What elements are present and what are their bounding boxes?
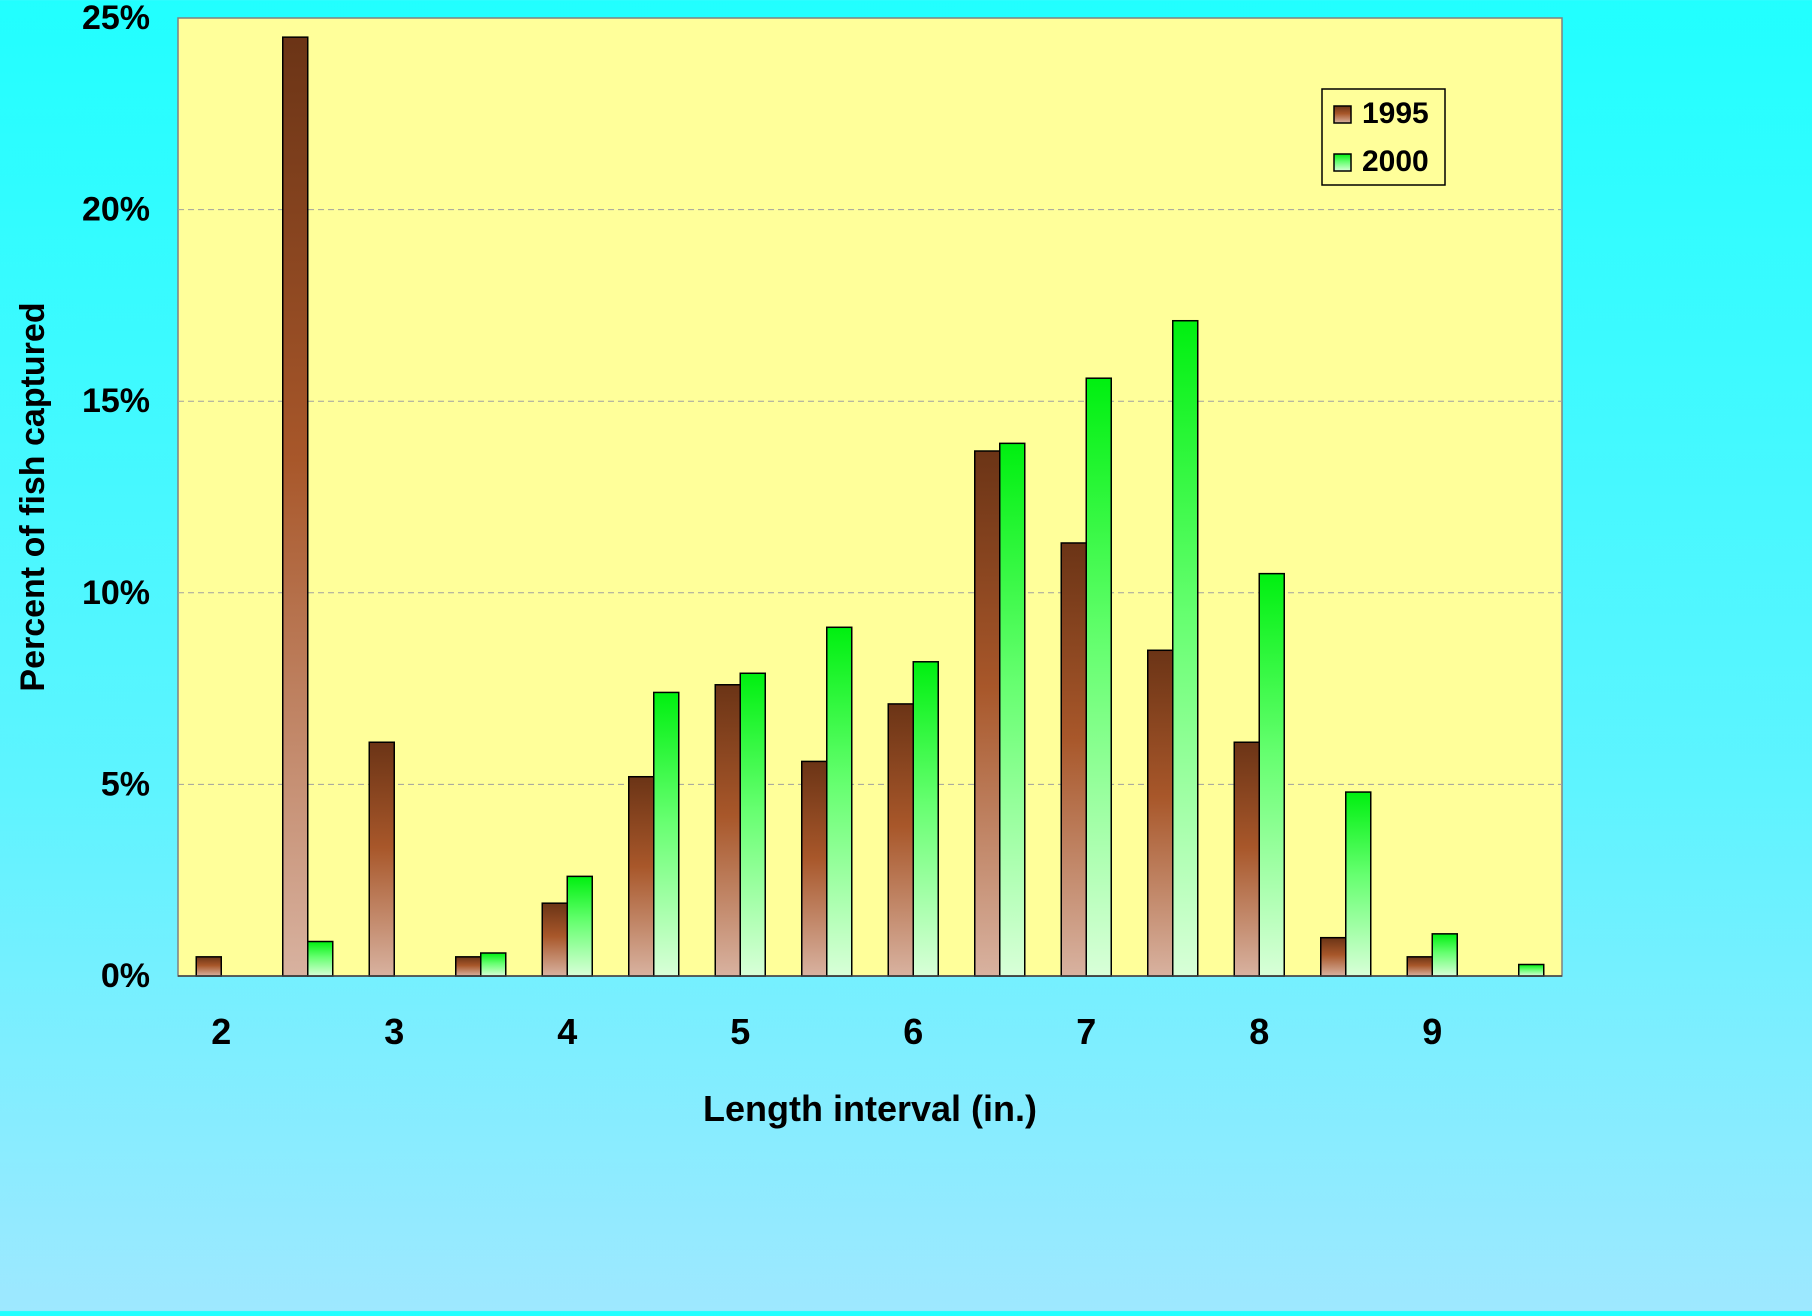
gridlines bbox=[178, 209, 1562, 785]
bar-1995-5.5 bbox=[801, 760, 828, 977]
bar-2000-7.0 bbox=[1085, 377, 1112, 977]
bar-1995-5.0 bbox=[714, 684, 741, 977]
bar-2000-6.0 bbox=[912, 661, 939, 977]
x-tick-label: 3 bbox=[384, 1011, 404, 1052]
bar-1995-7.5 bbox=[1147, 649, 1174, 977]
x-tick-labels: 2 3 4 5 6 7 8 9 bbox=[211, 1011, 1442, 1052]
x-tick-label: 8 bbox=[1249, 1011, 1269, 1052]
bar-2000-8.0 bbox=[1258, 572, 1285, 977]
bar-2000-5.5 bbox=[826, 626, 853, 977]
bar-1995-3.0 bbox=[368, 741, 395, 977]
x-axis-title: Length interval (in.) bbox=[703, 1088, 1037, 1129]
bar-1995-4.0 bbox=[541, 902, 568, 977]
bar-2000-9.0 bbox=[1431, 933, 1458, 977]
y-tick-label: 15% bbox=[82, 382, 150, 420]
bar-1995-8.5 bbox=[1320, 936, 1347, 977]
y-tick-labels: 0% 5% 10% 15% 20% 25% bbox=[82, 0, 150, 995]
y-axis-title: Percent of fish captured bbox=[14, 302, 52, 691]
y-tick-label: 5% bbox=[101, 765, 150, 803]
x-tick-label: 4 bbox=[557, 1011, 577, 1052]
bar-1995-9.0 bbox=[1406, 956, 1433, 977]
x-tick-label: 2 bbox=[211, 1011, 231, 1052]
bars bbox=[195, 36, 1545, 977]
legend-label-2000: 2000 bbox=[1362, 145, 1429, 178]
legend-swatch-2000 bbox=[1333, 153, 1352, 172]
bar-2000-7.5 bbox=[1172, 319, 1199, 977]
y-tick-label: 0% bbox=[101, 957, 150, 995]
legend-label-1995: 1995 bbox=[1362, 97, 1429, 130]
bar-1995-2.5 bbox=[282, 36, 309, 977]
bar-2000-4.0 bbox=[566, 875, 593, 977]
bar-1995-3.5 bbox=[455, 956, 482, 977]
bar-1995-6.5 bbox=[974, 450, 1001, 977]
legend-swatch-1995 bbox=[1333, 105, 1352, 124]
bar-2000-8.5 bbox=[1345, 791, 1372, 977]
x-tick-label: 5 bbox=[730, 1011, 750, 1052]
y-tick-label: 25% bbox=[82, 0, 150, 37]
bar-1995-6.0 bbox=[887, 703, 914, 977]
bar-1995-2.0 bbox=[195, 956, 222, 977]
bar-2000-5.0 bbox=[739, 672, 766, 977]
bar-1995-4.5 bbox=[628, 775, 655, 977]
bar-2000-3.5 bbox=[480, 952, 507, 977]
bar-2000-6.5 bbox=[999, 442, 1026, 977]
bar-2000-4.5 bbox=[653, 691, 680, 977]
bar-2000-2.5 bbox=[307, 940, 334, 977]
y-tick-label: 20% bbox=[82, 191, 150, 229]
legend: 1995 2000 bbox=[1321, 88, 1446, 186]
bar-2000-9.5 bbox=[1518, 963, 1545, 977]
x-tick-label: 7 bbox=[1076, 1011, 1096, 1052]
bar-1995-7.0 bbox=[1060, 542, 1087, 977]
y-tick-label: 10% bbox=[82, 574, 150, 612]
x-tick-label: 6 bbox=[903, 1011, 923, 1052]
bar-1995-8.0 bbox=[1233, 741, 1260, 977]
x-tick-label: 9 bbox=[1422, 1011, 1442, 1052]
